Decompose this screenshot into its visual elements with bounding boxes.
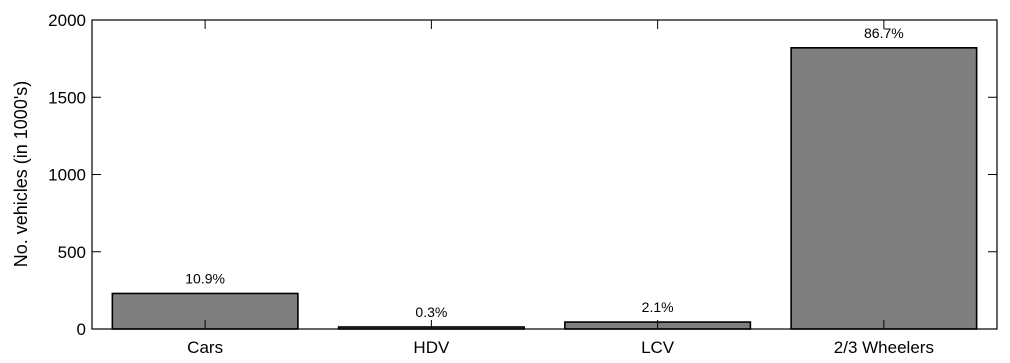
y-axis-label: No. vehicles (in 1000's): [11, 81, 31, 268]
y-tick-label: 0: [77, 320, 86, 339]
x-tick-label: 2/3 Wheelers: [834, 338, 934, 357]
y-axis-ticks: 0 500 1000 1500 2000: [48, 11, 997, 339]
bars: 10.9% 0.3% 2.1% 86.7%: [111, 25, 978, 330]
y-tick-label: 2000: [48, 11, 86, 30]
data-label: 86.7%: [864, 25, 904, 41]
bar: [790, 47, 978, 330]
x-axis-ticks: Cars HDV LCV 2/3 Wheelers: [187, 20, 934, 357]
plot-frame: [91, 19, 998, 330]
data-label: 10.9%: [185, 270, 225, 286]
data-label: 0.3%: [415, 304, 447, 320]
x-tick-label: Cars: [187, 338, 223, 357]
y-tick-label: 1000: [48, 166, 86, 185]
data-label: 2.1%: [642, 299, 674, 315]
x-tick-label: LCV: [641, 338, 675, 357]
y-tick-label: 1500: [48, 88, 86, 107]
y-tick-label: 500: [58, 243, 86, 262]
x-tick-label: HDV: [413, 338, 450, 357]
